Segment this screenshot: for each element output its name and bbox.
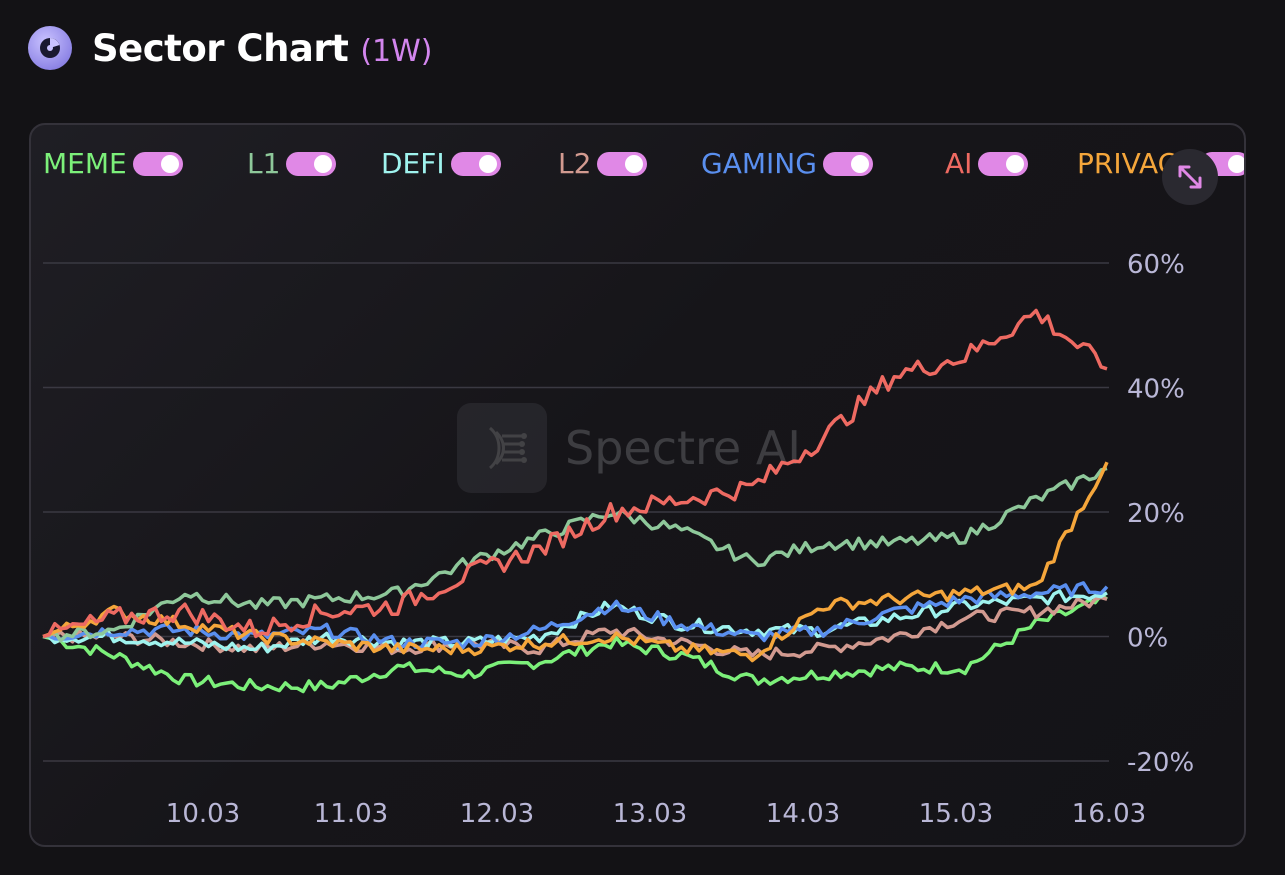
legend-label: GAMING <box>701 147 817 180</box>
legend-item-ai[interactable]: AI <box>945 147 1029 181</box>
toggle-knob <box>314 155 333 173</box>
x-tick-label: 16.03 <box>1072 799 1146 829</box>
toggle-knob <box>625 155 644 173</box>
toggle-knob <box>1006 155 1025 173</box>
legend-item-gaming[interactable]: GAMING <box>701 147 873 181</box>
expand-button[interactable] <box>1162 149 1218 205</box>
legend-toggle-gaming[interactable] <box>822 152 873 176</box>
legend: MEME L1 DEFI L2 GAMING AI PRIVACY <box>43 147 1244 181</box>
y-tick-label: -20% <box>1127 748 1194 778</box>
legend-label: AI <box>945 147 973 180</box>
chart-header: Sector Chart (1W) <box>28 22 432 74</box>
legend-item-l2[interactable]: L2 <box>558 147 648 181</box>
spectre-logo-icon <box>457 403 547 493</box>
toggle-knob <box>850 155 869 173</box>
y-tick-label: 60% <box>1127 250 1185 280</box>
expand-icon <box>1178 165 1202 189</box>
x-tick-label: 12.03 <box>460 799 534 829</box>
legend-toggle-meme[interactable] <box>132 152 183 176</box>
toggle-knob <box>160 155 179 173</box>
pie-chart-icon <box>28 26 72 70</box>
y-tick-label: 0% <box>1127 624 1168 654</box>
legend-item-meme[interactable]: MEME <box>43 147 183 181</box>
legend-label: MEME <box>43 147 127 180</box>
x-tick-label: 10.03 <box>166 799 240 829</box>
toggle-knob <box>478 155 497 173</box>
line-chart: 60% 40% 20% 0% -20% 10.03 11.03 12.03 13.03 14.03… <box>42 250 1194 829</box>
series-line-defi <box>43 589 1108 654</box>
legend-toggle-ai[interactable] <box>978 152 1029 176</box>
chart-card: Spectre AI 60% 40% 20% 0% -20% 10.03 11.03 12.0… <box>29 123 1246 847</box>
period-badge[interactable]: (1W) <box>360 33 433 69</box>
watermark-text: Spectre AI <box>565 421 801 475</box>
legend-item-l1[interactable]: L1 <box>247 147 337 181</box>
x-tick-label: 13.03 <box>613 799 687 829</box>
series-line-l2 <box>43 595 1108 661</box>
x-tick-label: 14.03 <box>766 799 840 829</box>
legend-label: L2 <box>558 147 592 180</box>
series-line-privacy <box>42 461 1109 663</box>
legend-toggle-defi[interactable] <box>450 152 501 176</box>
legend-label: DEFI <box>381 147 445 180</box>
series-line-meme <box>42 593 1108 694</box>
series-line-ai <box>42 308 1108 639</box>
legend-item-defi[interactable]: DEFI <box>381 147 501 181</box>
legend-toggle-l1[interactable] <box>286 152 337 176</box>
series-line-gaming <box>42 581 1109 650</box>
legend-toggle-l2[interactable] <box>597 152 648 176</box>
x-tick-label: 15.03 <box>919 799 993 829</box>
legend-label: L1 <box>247 147 281 180</box>
x-tick-label: 11.03 <box>314 799 388 829</box>
y-tick-label: 40% <box>1127 375 1185 405</box>
y-tick-label: 20% <box>1127 499 1185 529</box>
page-title: Sector Chart <box>92 26 349 70</box>
series-line-l1 <box>42 466 1108 643</box>
watermark: Spectre AI <box>457 403 801 493</box>
toggle-knob <box>1227 155 1244 173</box>
